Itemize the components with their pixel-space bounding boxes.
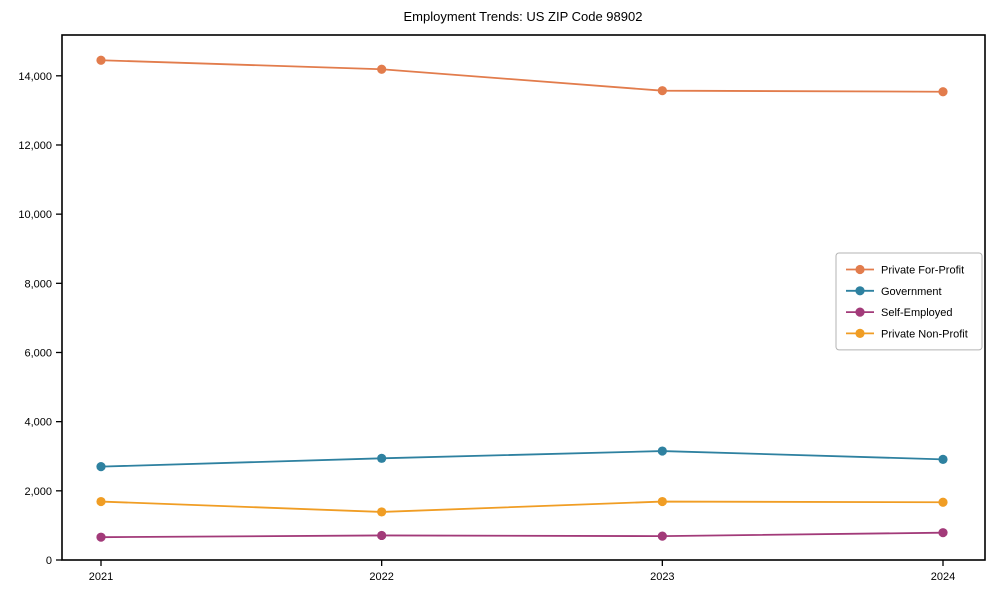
y-tick-label: 6,000 — [24, 347, 52, 359]
data-point-marker — [657, 86, 667, 96]
legend-item-label: Self-Employed — [881, 307, 953, 319]
series-line — [100, 500, 944, 513]
x-tick-label: 2022 — [369, 571, 393, 583]
y-tick-label: 14,000 — [18, 71, 52, 83]
data-point-marker — [938, 87, 948, 97]
data-point-marker — [377, 530, 387, 541]
legend-marker-dot — [855, 286, 865, 296]
chart-title: Employment Trends: US ZIP Code 98902 — [404, 9, 643, 24]
data-point-marker — [657, 496, 667, 507]
x-tick-label: 2021 — [89, 571, 113, 583]
x-tick-label: 2023 — [650, 571, 674, 583]
y-tick-label: 2,000 — [24, 486, 52, 498]
data-point-marker — [377, 507, 387, 517]
legend-item-label: Private For-Profit — [881, 265, 964, 277]
legend: Private For-Profit Government Self-Employe… — [835, 252, 983, 351]
data-point-marker — [96, 55, 106, 65]
y-tick-label: 0 — [46, 555, 52, 567]
data-point-marker — [377, 64, 387, 74]
data-point-marker — [657, 531, 667, 541]
y-tick-label: 10,000 — [18, 209, 52, 221]
legend-box — [835, 252, 983, 351]
legend-marker-dot — [855, 264, 865, 275]
x-axis: 2021 2022 2023 2024 — [89, 560, 955, 583]
y-tick-label: 12,000 — [18, 140, 52, 152]
y-axis: 0 2,000 4,000 6,000 8,000 10,000 12,000 14,000 — [18, 71, 62, 567]
data-point-marker — [96, 462, 106, 472]
series-line — [100, 450, 944, 468]
plot-frame — [61, 34, 986, 561]
x-tick-label: 2024 — [931, 571, 955, 583]
legend-marker-dot — [855, 307, 865, 317]
legend-marker-dot — [855, 328, 865, 338]
data-point-marker — [377, 453, 387, 463]
data-point-marker — [96, 496, 106, 507]
data-point-marker — [938, 497, 948, 507]
plot-border — [61, 34, 986, 561]
series-line — [100, 531, 944, 539]
legend-item-label: Government — [881, 286, 942, 298]
y-tick-label: 8,000 — [24, 278, 52, 290]
data-point-marker — [657, 446, 667, 456]
legend-item-label: Private Non-Profit — [881, 328, 968, 340]
series-line — [100, 59, 944, 93]
data-point-marker — [938, 454, 948, 464]
y-tick-label: 4,000 — [24, 417, 52, 429]
data-point-marker — [938, 528, 948, 538]
series-lines — [96, 55, 948, 542]
data-point-marker — [96, 532, 106, 542]
